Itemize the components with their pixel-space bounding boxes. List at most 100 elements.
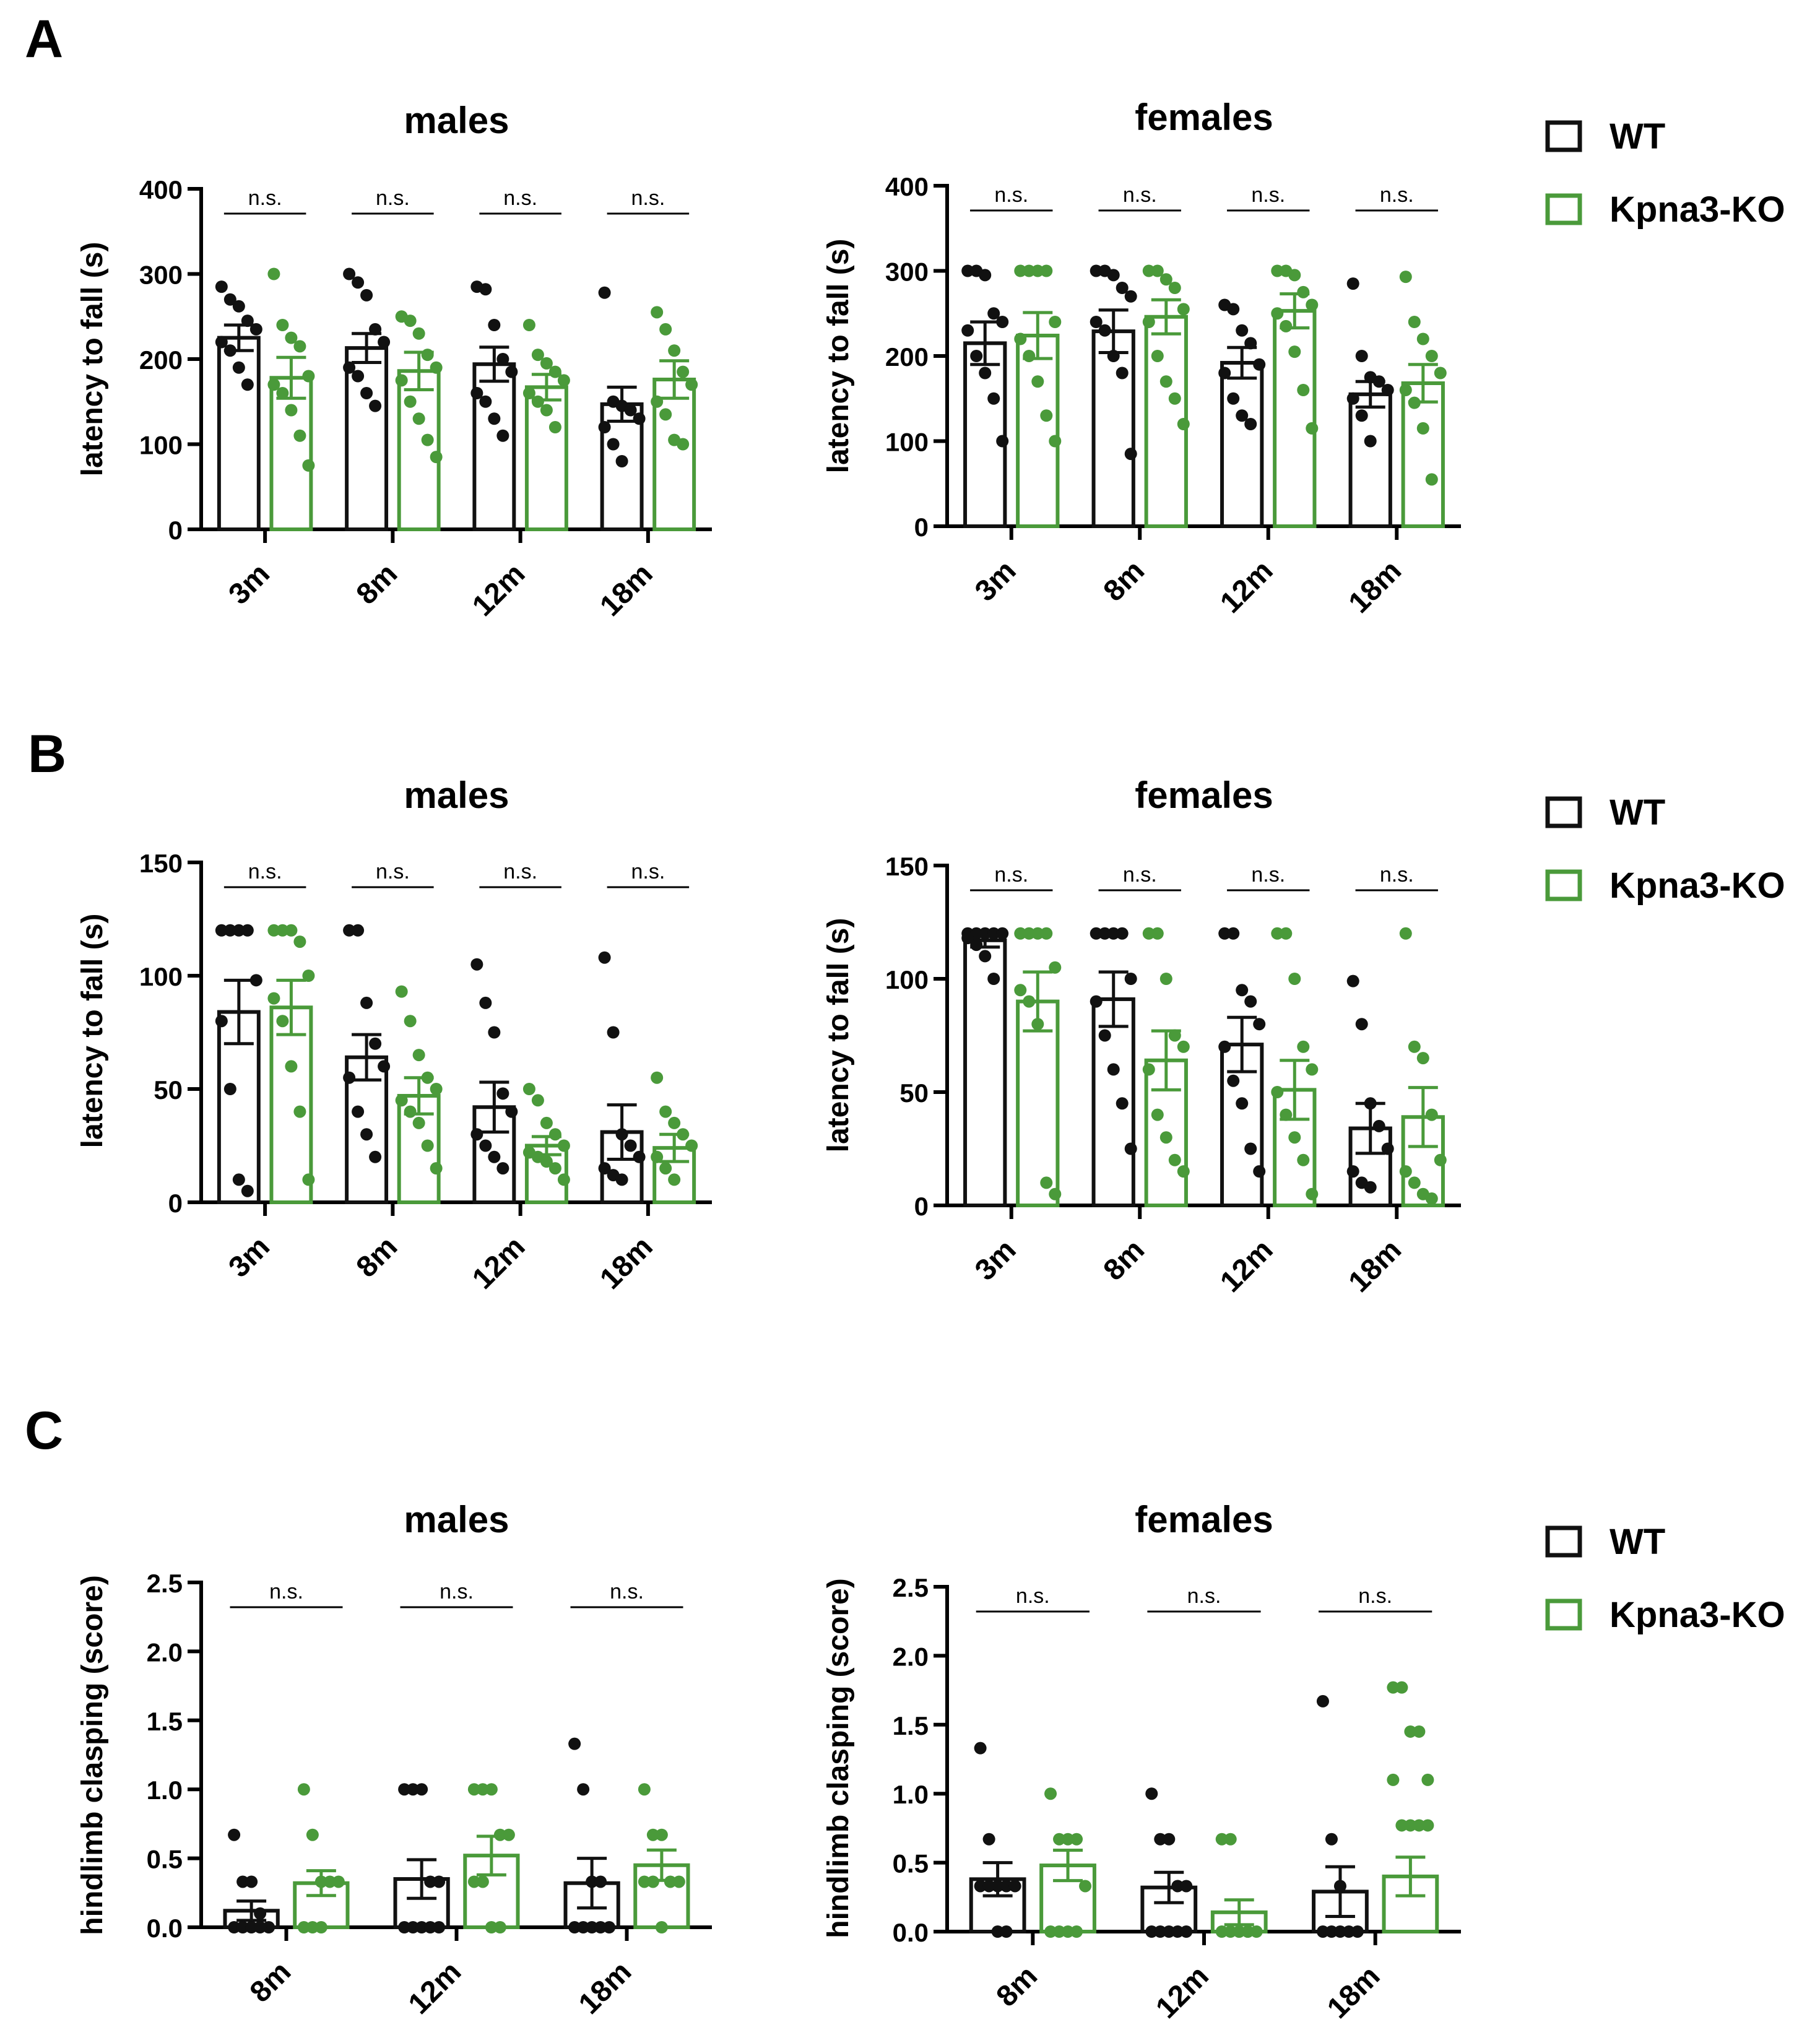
data-point — [1395, 1681, 1408, 1694]
data-point — [1040, 409, 1053, 422]
y-axis-label: hindlimb clasping (score) — [76, 1575, 109, 1935]
y-tick-label: 0.0 — [893, 1918, 929, 1947]
data-point — [1163, 1925, 1176, 1938]
data-point — [1116, 1097, 1129, 1110]
data-point — [505, 365, 518, 378]
data-point — [1142, 316, 1155, 328]
data-point — [430, 451, 443, 464]
data-point — [1000, 1880, 1013, 1893]
data-point — [412, 1116, 425, 1129]
data-point — [1062, 1833, 1075, 1846]
data-point — [568, 1737, 581, 1750]
data-point — [424, 1875, 437, 1888]
data-point — [594, 1921, 607, 1933]
significance-label: n.s. — [376, 186, 410, 210]
data-point — [1316, 1925, 1329, 1938]
x-tick-label: 18m — [594, 1230, 659, 1295]
y-tick-label: 150 — [885, 852, 929, 881]
data-point — [1372, 1119, 1385, 1132]
data-point — [1288, 1131, 1301, 1144]
data-point — [1154, 1833, 1167, 1846]
data-point — [540, 357, 553, 370]
data-point — [1008, 1880, 1021, 1893]
data-point — [502, 1828, 515, 1841]
data-point — [412, 1049, 425, 1062]
data-point — [276, 1015, 289, 1028]
data-point — [1215, 1833, 1228, 1846]
data-point — [1404, 1725, 1417, 1738]
data-point — [215, 924, 228, 937]
data-point — [1023, 927, 1036, 940]
data-point — [1159, 375, 1172, 388]
data-point — [677, 365, 690, 378]
data-point — [360, 289, 373, 302]
data-point — [395, 374, 408, 387]
data-point — [488, 412, 501, 425]
data-point — [1107, 269, 1120, 282]
significance-label: n.s. — [503, 186, 537, 210]
data-point — [1346, 974, 1359, 987]
data-point — [615, 455, 628, 467]
x-tick-label: 12m — [402, 1955, 467, 2020]
data-point — [1107, 927, 1120, 940]
data-point — [297, 1783, 310, 1796]
data-point — [677, 438, 690, 451]
data-point — [352, 370, 365, 383]
chart-title: males — [404, 100, 509, 141]
significance-label: n.s. — [1123, 863, 1157, 887]
data-point — [267, 378, 280, 391]
data-point — [1297, 285, 1310, 298]
data-point — [223, 1083, 236, 1095]
y-tick-label: 0 — [168, 516, 183, 545]
data-point — [404, 395, 417, 408]
data-point — [1399, 927, 1412, 940]
data-point — [1416, 332, 1429, 345]
significance-label: n.s. — [440, 1580, 474, 1603]
data-point — [479, 283, 492, 296]
data-point — [505, 1105, 518, 1118]
data-point — [655, 1828, 668, 1841]
data-point — [476, 1783, 489, 1796]
data-point — [1236, 984, 1249, 997]
chart-title: males — [404, 775, 509, 816]
data-point — [996, 927, 1009, 940]
data-point — [215, 336, 228, 349]
data-point — [982, 1833, 995, 1846]
data-point — [1177, 1040, 1190, 1053]
data-point — [1306, 422, 1319, 435]
data-point — [1224, 1925, 1237, 1938]
data-point — [1062, 1925, 1075, 1938]
data-point — [1297, 1040, 1310, 1053]
significance-label: n.s. — [1251, 863, 1285, 887]
data-point — [1416, 422, 1429, 435]
data-point — [285, 1060, 298, 1073]
data-point — [651, 1071, 664, 1084]
data-point — [668, 344, 681, 357]
data-point — [1325, 1833, 1338, 1846]
data-point — [360, 1128, 373, 1141]
data-point — [223, 293, 236, 306]
x-tick-label: 18m — [594, 557, 659, 622]
data-point — [1159, 273, 1172, 286]
data-point — [522, 387, 535, 399]
data-point — [1351, 1925, 1364, 1938]
bar-ko — [1273, 309, 1317, 528]
significance-label: n.s. — [1187, 1584, 1221, 1608]
data-point — [254, 1921, 267, 1933]
data-point — [496, 429, 509, 442]
x-tick-label: 3m — [969, 554, 1023, 608]
data-point — [236, 1921, 249, 1933]
x-tick-label: 12m — [1150, 1959, 1215, 2024]
data-point — [1306, 1187, 1319, 1200]
data-point — [1070, 1833, 1083, 1846]
bar-ko — [269, 376, 313, 531]
data-point — [1090, 264, 1103, 277]
data-point — [603, 1921, 616, 1933]
data-point — [1408, 1176, 1421, 1189]
data-point — [332, 1875, 345, 1888]
data-point — [1364, 1181, 1377, 1194]
data-point — [1224, 1833, 1237, 1846]
chart-title: males — [404, 1499, 509, 1540]
data-point — [1355, 1018, 1368, 1031]
